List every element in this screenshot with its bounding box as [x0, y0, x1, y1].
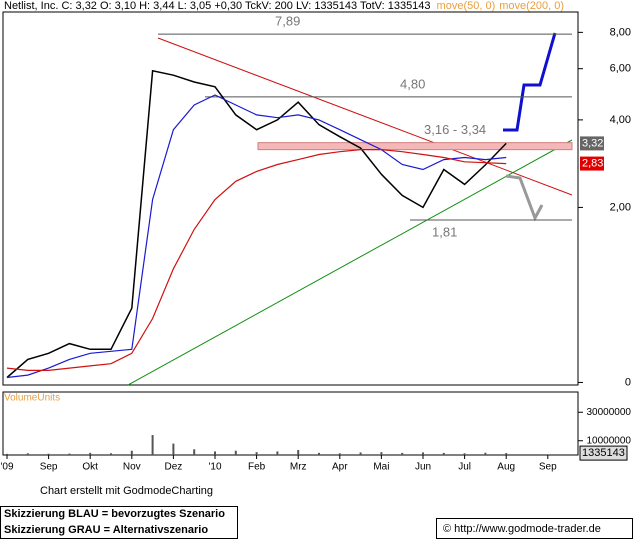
level-label: 1,81: [432, 224, 457, 239]
volume-bar: [484, 452, 487, 455]
grey-scenario: [505, 174, 544, 222]
note-blue: Skizzierung BLAU = bevorzugtes Szenario: [4, 508, 225, 520]
x-tick-label: Jun: [415, 462, 431, 473]
x-tick-label: '09: [0, 462, 13, 473]
volume-bar: [151, 435, 154, 455]
level-label: 7,89: [275, 14, 300, 29]
volume-bar: [214, 451, 216, 455]
volume-tick-label: 10000000: [587, 435, 632, 446]
header: Netlist, Inc. C: 3,32 O: 3,10 H: 3,44 L:…: [4, 0, 431, 12]
x-tick-label: Apr: [332, 462, 348, 473]
x-tick-label: Aug: [497, 462, 515, 473]
x-tick-label: Nov: [123, 462, 141, 473]
volume-bar: [130, 450, 133, 455]
volume-badge: [579, 445, 628, 461]
x-tick-label: Okt: [82, 462, 98, 473]
volume-bar: [234, 450, 237, 455]
volume-bar: [318, 452, 320, 455]
volume-bar: [505, 453, 508, 455]
legend-entry: move(200, 0): [499, 0, 564, 12]
volume-bar: [172, 443, 175, 455]
x-tick-label: Sep: [539, 462, 557, 473]
volume-title: VolumeUnits: [4, 393, 60, 404]
price-badge-label: 2,83: [582, 157, 603, 169]
x-tick-label: Dez: [165, 462, 183, 473]
x-tick-label: Sep: [40, 462, 58, 473]
volume-panel: [2, 391, 579, 456]
y-tick-label: 6,00: [610, 63, 631, 75]
x-tick-label: Mai: [373, 462, 389, 473]
zone-label: 3,16 - 3,34: [424, 122, 486, 137]
volume-bar: [401, 452, 404, 455]
volume-bar: [422, 452, 424, 455]
volume-bar: [193, 449, 196, 455]
level-label: 4,80: [400, 76, 425, 91]
volume-bar: [47, 453, 50, 455]
uptrend-line: [127, 139, 573, 386]
y-tick-label: 2,00: [610, 201, 631, 213]
y-tick-label: 0: [625, 376, 631, 388]
volume-bar: [6, 453, 8, 455]
volume-bar: [276, 451, 279, 455]
series-line: [6, 149, 507, 371]
zone: [257, 142, 573, 151]
url: © http://www.godmode-trader.de: [443, 523, 601, 535]
volume-badge-label: 1335143: [582, 447, 625, 459]
blue-scenario: [503, 32, 557, 132]
volume-bar: [442, 452, 445, 455]
volume-bar: [359, 452, 362, 455]
note-grey: Skizzierung GRAU = Alternativszenario: [4, 524, 208, 536]
price-badge: [580, 156, 604, 171]
x-tick-label: Mrz: [290, 462, 307, 473]
volume-bar: [380, 452, 383, 455]
volume-tick-label: 30000000: [587, 407, 632, 418]
volume-bar: [338, 453, 341, 455]
x-tick-label: Jul: [458, 462, 471, 473]
volume-bar: [110, 453, 112, 455]
x-tick-label: Feb: [248, 462, 266, 473]
price-panel: [2, 11, 579, 386]
series-line: [6, 69, 507, 379]
legend-entry: move(50, 0): [437, 0, 496, 12]
x-tick-label: '10: [208, 462, 221, 473]
y-tick-label: 8,00: [610, 26, 631, 38]
price-badge-label: 3,32: [582, 137, 603, 149]
series-line: [6, 94, 507, 379]
volume-bar: [297, 450, 300, 455]
volume-bar: [68, 453, 71, 455]
volume-bar: [89, 452, 92, 455]
downtrend-line: [157, 37, 573, 196]
volume-bar: [26, 453, 29, 455]
price-badge: [580, 136, 604, 151]
volume-bar: [255, 452, 258, 455]
y-tick-label: 4,00: [610, 114, 631, 126]
credit: Chart erstellt mit GodmodeCharting: [40, 485, 213, 497]
volume-bar: [463, 453, 466, 455]
